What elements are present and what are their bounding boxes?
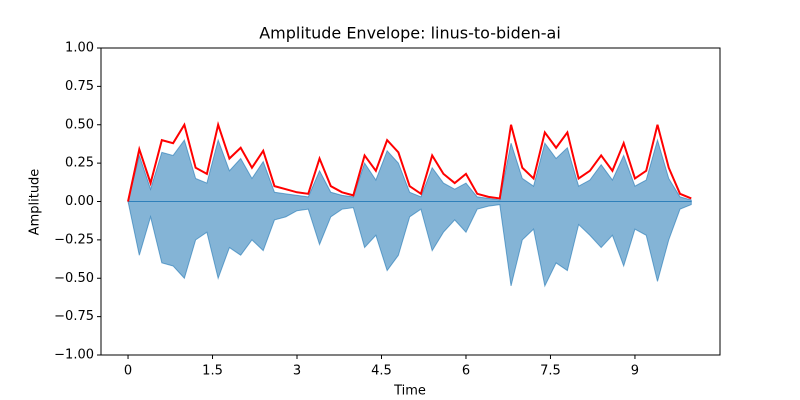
x-tick-label: 4.5	[371, 364, 392, 379]
y-axis-label: Amplitude	[28, 169, 43, 236]
y-tick-label: 1.00	[65, 41, 94, 56]
y-tick-label: 0.25	[65, 156, 94, 171]
x-tick-label: 0	[124, 364, 132, 379]
x-tick-label: 3	[293, 364, 301, 379]
waveform-area	[127, 201, 692, 288]
envelope-line	[127, 121, 692, 202]
y-tick-label: 0.75	[65, 79, 94, 94]
y-tick-label: 0.00	[65, 194, 94, 209]
x-tick-label: 9	[631, 364, 639, 379]
x-tick-label: 7.5	[540, 364, 561, 379]
y-tick-label: 0.50	[65, 117, 94, 132]
y-tick-label: −0.75	[54, 309, 94, 324]
waveform-area	[127, 138, 692, 202]
x-tick-label: 6	[462, 364, 470, 379]
plot-frame	[100, 47, 721, 356]
y-tick-label: −1.00	[54, 348, 94, 363]
x-tick-label: 1.5	[202, 364, 223, 379]
x-axis-label: Time	[393, 384, 426, 399]
y-tick-label: −0.25	[54, 232, 94, 247]
y-tick-label: −0.50	[54, 271, 94, 286]
chart-title: Amplitude Envelope: linus-to-biden-ai	[259, 24, 561, 43]
